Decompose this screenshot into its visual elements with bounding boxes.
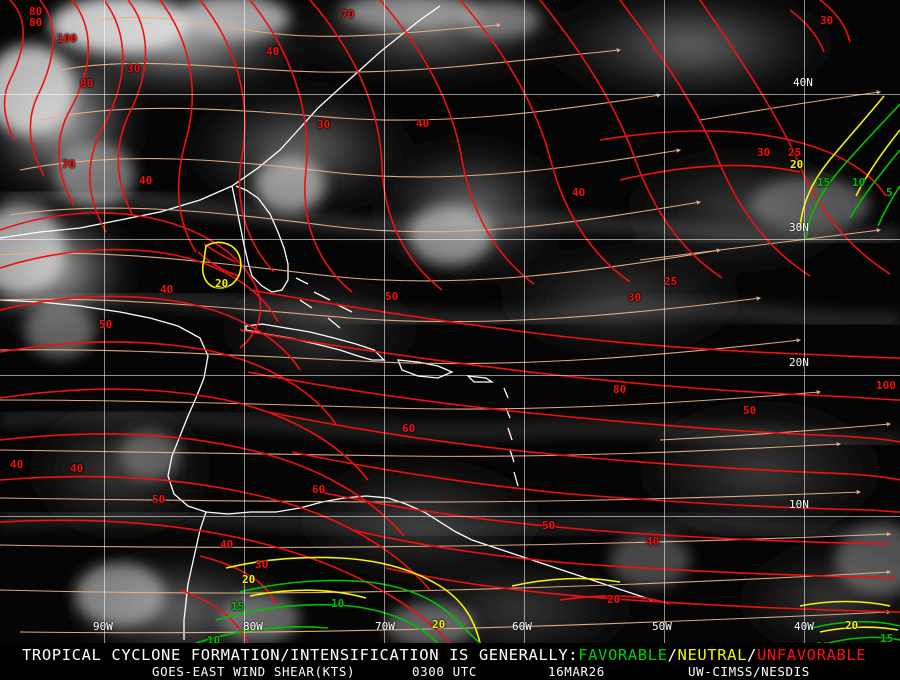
product-date: 16MAR26 xyxy=(548,664,605,679)
lat-label-20n: 20N xyxy=(789,356,809,369)
gridline-lat-40n xyxy=(0,94,900,95)
coastlines xyxy=(0,5,653,640)
gridline-lon-80w xyxy=(244,0,245,643)
contour-label-red-50: 50 xyxy=(542,519,556,532)
contour-label-green-5: 5 xyxy=(886,186,893,199)
contour-label-red-70: 70 xyxy=(62,158,76,171)
contour-label-red-80: 80 xyxy=(29,16,43,29)
contour-label-red-60: 60 xyxy=(312,483,326,496)
legend-unfavorable: UNFAVORABLE xyxy=(756,646,867,664)
gridline-lon-90w xyxy=(104,0,105,643)
contour-label-red-40: 40 xyxy=(70,462,84,475)
legend-sep-2: / xyxy=(747,646,757,664)
contour-label-red-100: 100 xyxy=(57,32,77,45)
contour-label-red-25: 25 xyxy=(788,146,802,159)
lon-label-90w: 90W xyxy=(93,620,113,633)
lat-label-10n: 10N xyxy=(789,498,809,511)
gridline-lat-10n xyxy=(0,516,900,517)
contour-label-red-100: 100 xyxy=(876,379,896,392)
contour-label-red-80: 80 xyxy=(613,383,627,396)
contour-label-red-40: 40 xyxy=(416,117,430,130)
legend-favorable: FAVORABLE xyxy=(578,646,668,664)
caption-line-1: TROPICAL CYCLONE FORMATION/INTENSIFICATI… xyxy=(22,646,866,664)
contour-label-red-50: 50 xyxy=(152,493,166,506)
contour-label-red-30: 30 xyxy=(820,14,834,27)
contour-label-green-10: 10 xyxy=(852,176,866,189)
contour-label-red-30: 30 xyxy=(628,291,642,304)
caption-prefix: TROPICAL CYCLONE FORMATION/INTENSIFICATI… xyxy=(22,646,579,664)
contour-label-green-10: 10 xyxy=(331,597,345,610)
contour-label-green-15: 15 xyxy=(231,600,245,613)
contour-label-yellow-20: 20 xyxy=(242,573,256,586)
lon-label-80w: 80W xyxy=(243,620,263,633)
contours-unfavorable xyxy=(0,0,900,643)
contour-label-red-20: 20 xyxy=(607,593,621,606)
legend-sep-1: / xyxy=(667,646,678,664)
contour-label-yellow-20: 20 xyxy=(432,618,446,631)
legend-neutral: NEUTRAL xyxy=(677,646,748,664)
lat-label-30n: 30N xyxy=(789,221,809,234)
contour-label-red-60: 60 xyxy=(402,422,416,435)
lat-label-40n: 40N xyxy=(793,76,813,89)
contour-label-red-70: 70 xyxy=(341,8,355,21)
gridline-lat-30n xyxy=(0,239,900,240)
contour-label-yellow-20: 20 xyxy=(790,158,804,171)
contour-label-red-40: 40 xyxy=(220,538,234,551)
contour-label-red-40: 40 xyxy=(572,186,586,199)
lon-label-40w: 40W xyxy=(794,620,814,633)
analysis-overlay xyxy=(0,0,900,643)
contour-label-red-30: 30 xyxy=(255,558,269,571)
gridline-lat-20n xyxy=(0,375,900,376)
contours-neutral xyxy=(202,95,900,643)
contour-label-yellow-20: 20 xyxy=(845,619,859,632)
contour-label-red-25: 25 xyxy=(664,275,678,288)
contour-label-yellow-20: 20 xyxy=(215,277,229,290)
contour-label-red-30: 30 xyxy=(317,118,331,131)
contour-label-red-80: 80 xyxy=(80,77,94,90)
gridline-lon-70w xyxy=(384,0,385,643)
contour-label-red-40: 40 xyxy=(266,45,280,58)
contour-label-green-15: 15 xyxy=(880,632,894,645)
product-credit: UW-CIMSS/NESDIS xyxy=(688,664,810,679)
contour-label-red-40: 40 xyxy=(646,535,660,548)
contour-label-red-50: 50 xyxy=(743,404,757,417)
product-source: GOES-EAST WIND SHEAR(KTS) xyxy=(152,664,356,679)
contour-label-red-50: 50 xyxy=(99,318,113,331)
lon-label-70w: 70W xyxy=(375,620,395,633)
contour-label-red-30: 30 xyxy=(127,62,141,75)
contour-label-red-50: 50 xyxy=(385,290,399,303)
contour-label-red-80: 80 xyxy=(29,5,43,18)
caption-bar: TROPICAL CYCLONE FORMATION/INTENSIFICATI… xyxy=(0,643,900,680)
contour-label-red-40: 40 xyxy=(10,458,24,471)
lon-label-60w: 60W xyxy=(512,620,532,633)
lon-label-50w: 50W xyxy=(652,620,672,633)
product-time: 0300 UTC xyxy=(412,664,478,679)
contour-label-red-30: 30 xyxy=(757,146,771,159)
contours-favorable xyxy=(195,103,900,643)
contour-label-red-40: 40 xyxy=(139,174,153,187)
contour-label-green-15: 15 xyxy=(817,176,831,189)
contour-label-red-40: 40 xyxy=(160,283,174,296)
gridline-lon-60w xyxy=(524,0,525,643)
gridline-lon-40w xyxy=(804,0,805,643)
gridline-lon-50w xyxy=(664,0,665,643)
